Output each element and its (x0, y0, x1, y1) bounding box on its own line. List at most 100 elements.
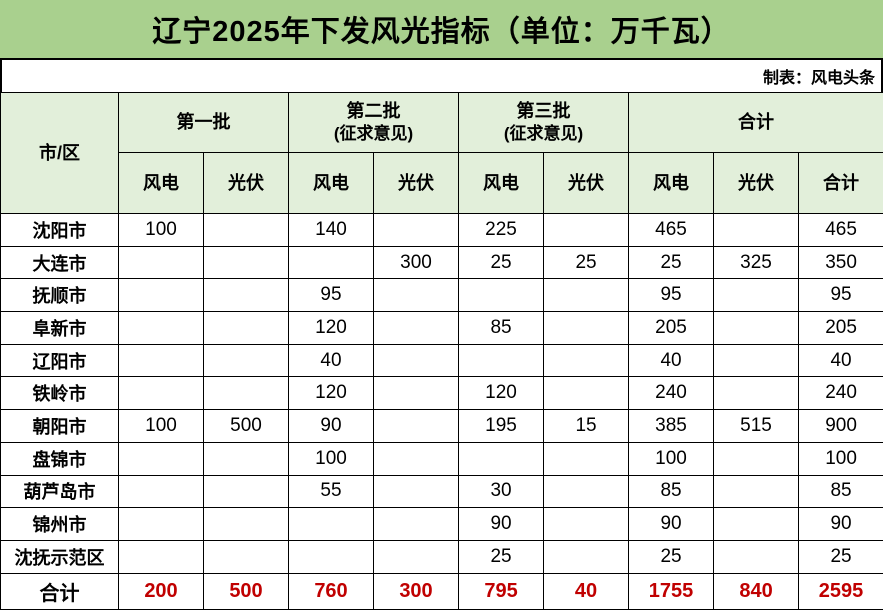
value-cell: 40 (288, 343, 374, 378)
value-cell: 140 (288, 213, 374, 247)
value-cell (543, 213, 630, 247)
value-cell: 120 (288, 376, 374, 411)
value-cell (203, 376, 289, 411)
value-cell (543, 343, 630, 378)
total-value-cell: 760 (288, 572, 374, 610)
value-cell (118, 245, 204, 280)
value-cell: 25 (628, 539, 715, 574)
value-cell (118, 474, 204, 509)
value-cell: 85 (458, 311, 545, 345)
value-cell (372, 376, 460, 411)
city-cell: 朝阳市 (0, 409, 119, 443)
column-header-cell: 光伏 (372, 152, 460, 214)
value-cell: 55 (288, 474, 374, 509)
value-cell: 205 (628, 311, 715, 345)
group-label: 第三批 (516, 100, 571, 121)
value-cell (372, 474, 460, 509)
value-cell: 25 (628, 245, 715, 280)
table-row: 铁岭市 120 120 240 240 (0, 376, 883, 411)
value-cell (713, 278, 800, 313)
value-cell (203, 539, 289, 574)
value-cell: 25 (798, 539, 883, 574)
value-cell: 900 (798, 409, 883, 443)
value-cell: 325 (713, 245, 800, 280)
total-value-cell: 840 (713, 572, 800, 610)
header-group-row: 市/区 第一批 第二批 (征求意见) 第三批 (征求意见) 合计 (0, 92, 883, 214)
value-cell (372, 409, 460, 443)
value-cell (203, 474, 289, 509)
value-cell (543, 474, 630, 509)
value-cell: 90 (458, 507, 545, 541)
value-cell: 40 (798, 343, 883, 378)
value-cell (203, 213, 289, 247)
value-cell (372, 539, 460, 574)
corner-header-cell: 市/区 (0, 92, 119, 214)
column-header-cell: 光伏 (203, 152, 289, 214)
value-cell: 25 (458, 245, 545, 280)
total-label-cell: 合计 (0, 572, 119, 610)
value-cell (543, 311, 630, 345)
value-cell (713, 507, 800, 541)
table-row: 盘锦市 100 100 100 (0, 441, 883, 476)
value-cell (118, 376, 204, 411)
value-cell: 350 (798, 245, 883, 280)
value-cell: 240 (628, 376, 715, 411)
value-cell: 465 (628, 213, 715, 247)
group-label: 第一批 (176, 112, 231, 133)
value-cell: 85 (798, 474, 883, 509)
value-cell (118, 311, 204, 345)
value-cell (118, 278, 204, 313)
value-cell: 100 (798, 441, 883, 476)
value-cell (543, 278, 630, 313)
table-row: 朝阳市 100 500 90 195 15 385 515 900 (0, 409, 883, 443)
value-cell: 95 (628, 278, 715, 313)
total-value-cell: 40 (543, 572, 630, 610)
value-cell: 515 (713, 409, 800, 443)
value-cell (203, 278, 289, 313)
value-cell (372, 278, 460, 313)
table-row: 锦州市 90 90 90 (0, 507, 883, 541)
value-cell: 95 (288, 278, 374, 313)
value-cell (203, 311, 289, 345)
value-cell: 100 (118, 409, 204, 443)
group-header-total: 合计 (628, 92, 883, 153)
column-header-cell: 光伏 (713, 152, 800, 214)
value-cell: 100 (628, 441, 715, 476)
value-cell (203, 245, 289, 280)
value-cell: 500 (203, 409, 289, 443)
column-header-cell: 风电 (288, 152, 374, 214)
value-cell (543, 539, 630, 574)
value-cell (543, 441, 630, 476)
value-cell: 95 (798, 278, 883, 313)
value-cell: 100 (118, 213, 204, 247)
value-cell (372, 343, 460, 378)
value-cell (543, 507, 630, 541)
table-row: 沈抚示范区 25 25 25 (0, 539, 883, 574)
city-cell: 盘锦市 (0, 441, 119, 476)
group-sublabel: (征求意见) (503, 124, 584, 144)
value-cell (458, 441, 545, 476)
value-cell: 40 (628, 343, 715, 378)
table-row: 葫芦岛市 55 30 85 85 (0, 474, 883, 509)
total-value-cell: 2595 (798, 572, 883, 610)
value-cell: 385 (628, 409, 715, 443)
value-cell: 25 (458, 539, 545, 574)
value-cell: 100 (288, 441, 374, 476)
value-cell: 90 (288, 409, 374, 443)
total-value-cell: 795 (458, 572, 545, 610)
group-label: 第二批 (346, 100, 401, 121)
header-sub-row: 风电 光伏 风电 光伏 风电 光伏 风电 光伏 合计 (1, 152, 883, 214)
value-cell (713, 539, 800, 574)
group-header-batch-1: 第一批 (118, 92, 289, 153)
value-cell (203, 343, 289, 378)
city-cell: 阜新市 (0, 311, 119, 345)
value-cell: 120 (288, 311, 374, 345)
value-cell: 120 (458, 376, 545, 411)
value-cell (288, 507, 374, 541)
value-cell (372, 213, 460, 247)
column-header-cell: 风电 (458, 152, 545, 214)
table-row: 辽阳市 40 40 40 (0, 343, 883, 378)
value-cell: 90 (628, 507, 715, 541)
value-cell (118, 539, 204, 574)
